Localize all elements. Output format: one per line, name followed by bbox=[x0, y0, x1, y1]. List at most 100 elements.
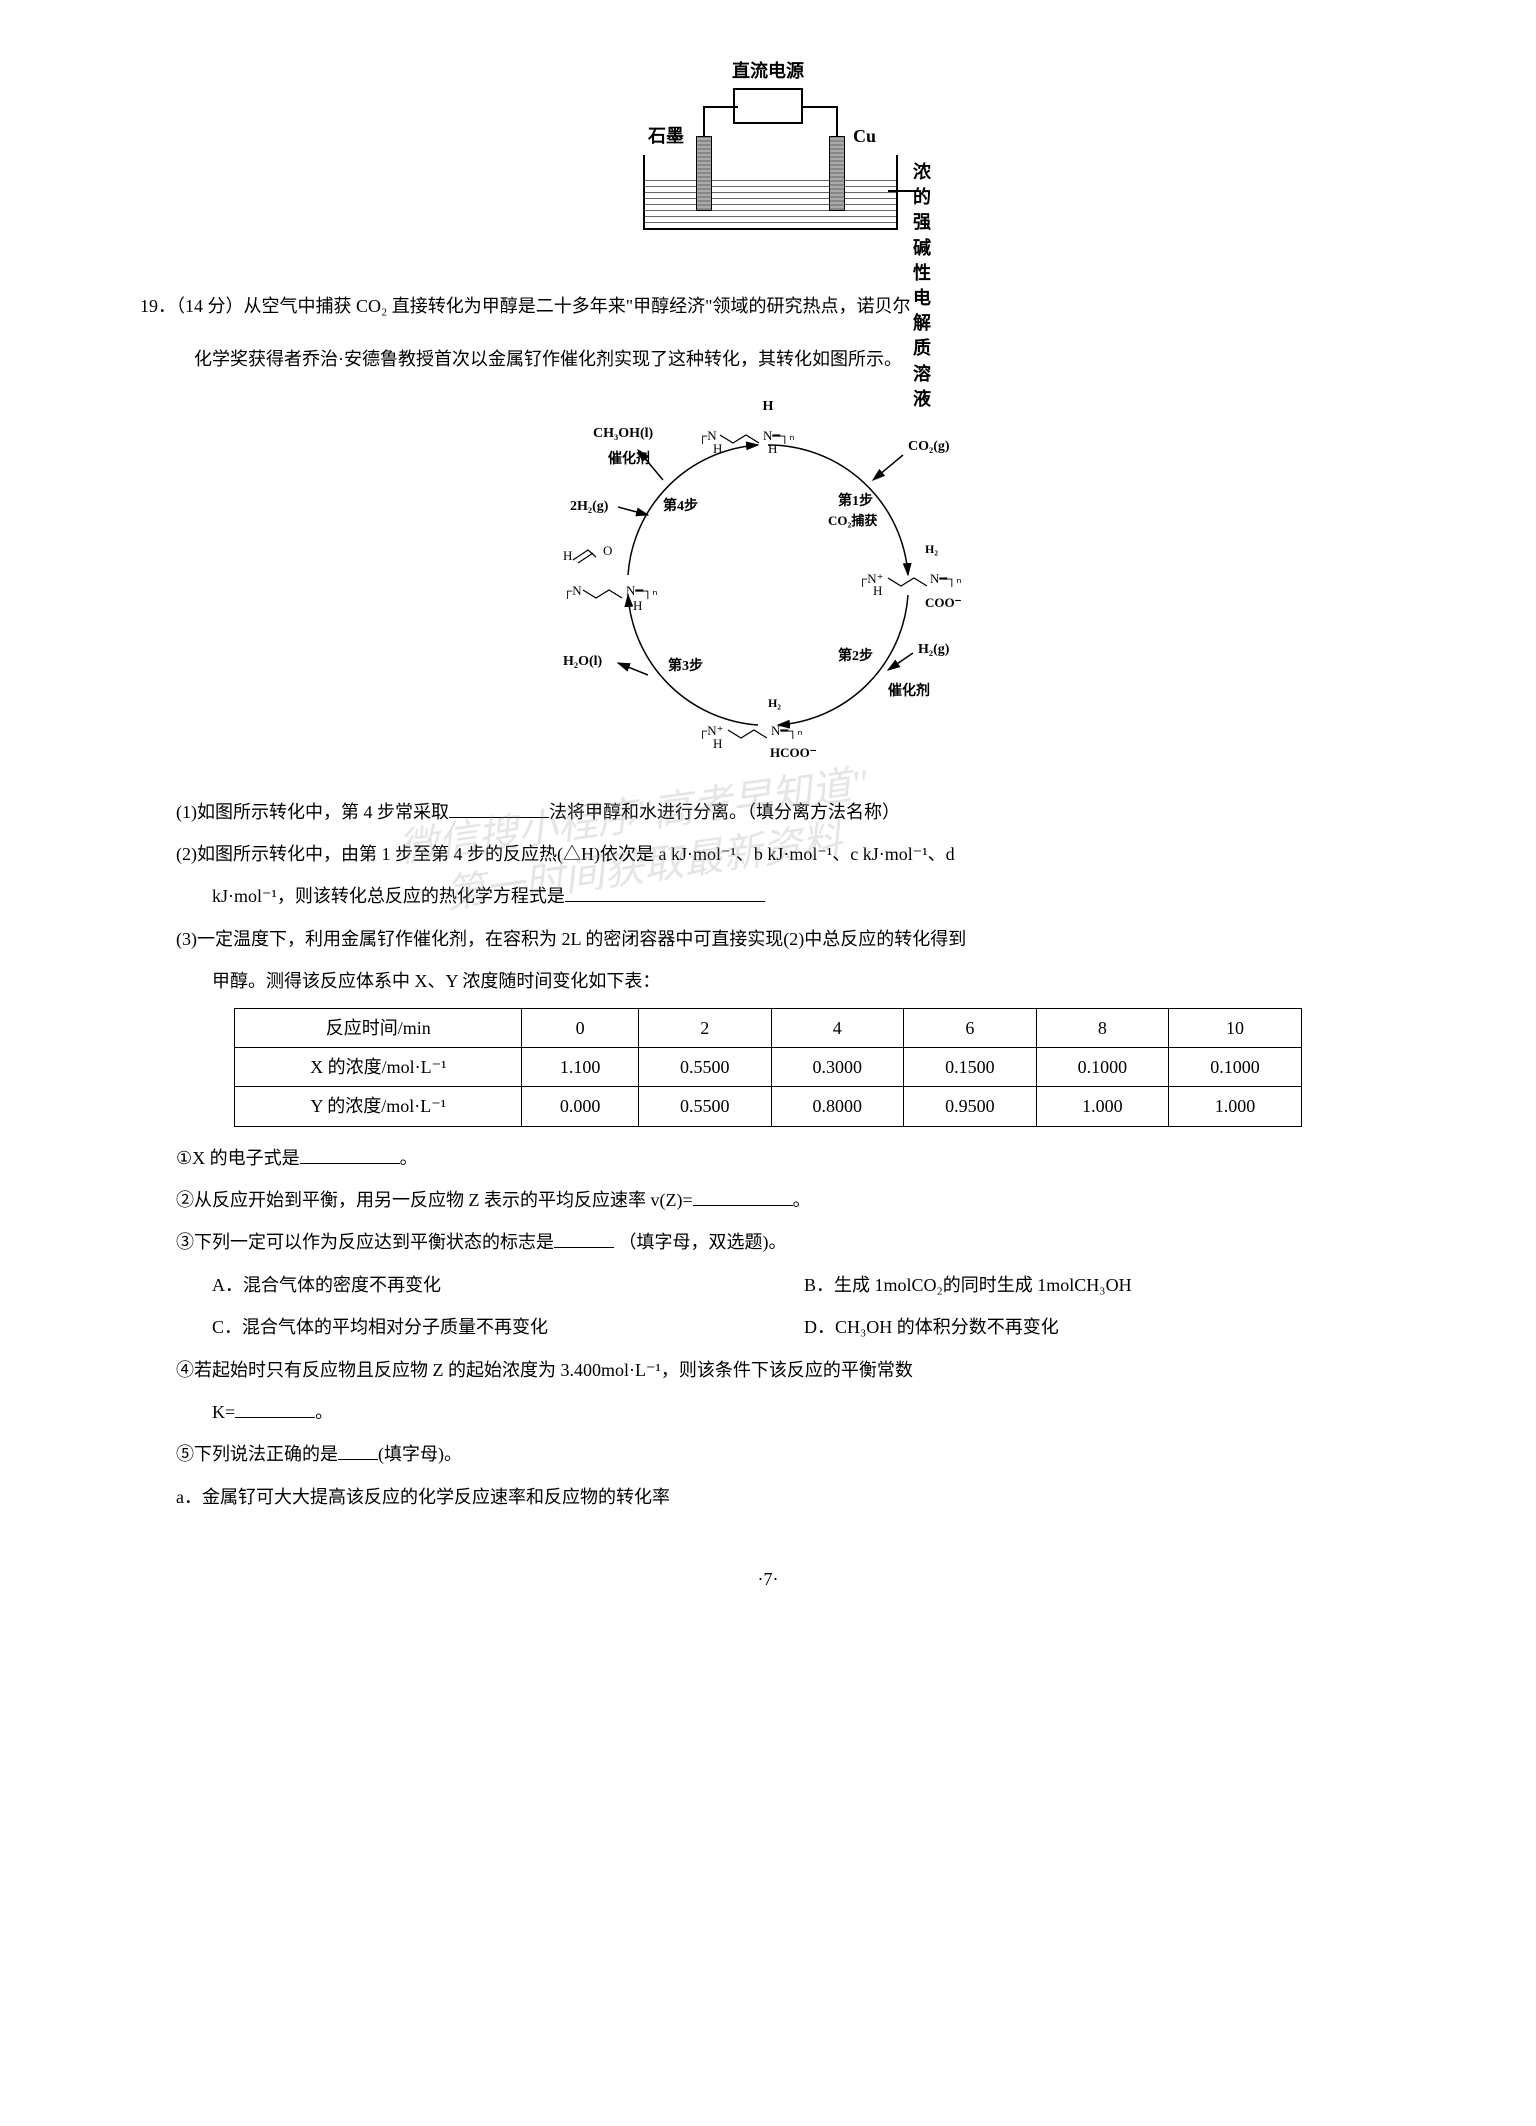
q5a-text: a．金属钌可大大提高该反应的化学反应速率和反应物的转化率 bbox=[176, 1487, 670, 1507]
ch3oh-label: CH₃OH(l) bbox=[593, 426, 654, 441]
sub2-text: (2)如图所示转化中，由第 1 步至第 4 步的反应热(△H)依次是 a kJ·… bbox=[176, 844, 955, 864]
svg-text:H: H bbox=[713, 441, 722, 456]
table-header-6: 10 bbox=[1169, 1008, 1302, 1047]
table-header-0: 反应时间/min bbox=[235, 1008, 522, 1047]
row1-label: X 的浓度/mol·L⁻¹ bbox=[235, 1047, 522, 1086]
question-3-4: ④若起始时只有反应物且反应物 Z 的起始浓度为 3.400mol·L⁻¹，则该条… bbox=[140, 1354, 1396, 1386]
row1-2: 0.3000 bbox=[771, 1047, 904, 1086]
sub-question-2-line2: kJ·mol⁻¹，则该转化总反应的热化学方程式是 bbox=[140, 880, 1396, 912]
step3-label: 第3步 bbox=[668, 657, 703, 674]
svg-text:O: O bbox=[603, 543, 612, 558]
power-source-label: 直流电源 bbox=[732, 55, 804, 87]
sub2-line2: kJ·mol⁻¹，则该转化总反应的热化学方程式是 bbox=[212, 886, 565, 906]
svg-text:H₂: H₂ bbox=[768, 696, 781, 710]
catalyst-label-2: 催化剂 bbox=[888, 682, 930, 699]
solution-label: 浓的强碱性 电解质溶液 bbox=[913, 160, 948, 412]
blank-1 bbox=[449, 800, 549, 818]
svg-text:H: H bbox=[563, 548, 572, 563]
q1-end: 。 bbox=[400, 1148, 418, 1168]
intro-line2-container: 化学奖获得者乔治·安德鲁教授首次以金属钌作催化剂实现了这种转化，其转化如图所示。 bbox=[140, 343, 1396, 375]
blank-2 bbox=[565, 884, 765, 902]
sub1-end: 法将甲醇和水进行分离。（填分离方法名称） bbox=[549, 802, 900, 822]
electrolyte-liquid bbox=[645, 175, 896, 228]
row1-1: 0.5500 bbox=[638, 1047, 771, 1086]
sub-question-1: (1)如图所示转化中，第 4 步常采取 法将甲醇和水进行分离。（填分离方法名称） bbox=[176, 796, 1396, 828]
table-row-y: Y 的浓度/mol·L⁻¹ 0.000 0.5500 0.8000 0.9500… bbox=[235, 1087, 1302, 1126]
q3-end: （填字母，双选题)。 bbox=[619, 1232, 787, 1252]
step2-label: 第2步 bbox=[838, 647, 873, 664]
wire-down-right bbox=[836, 106, 838, 136]
q2-text: ②从反应开始到平衡，用另一反应物 Z 表示的平均反应速率 v(Z)= bbox=[176, 1190, 693, 1210]
sub-question-3: (3)一定温度下，利用金属钌作催化剂，在容积为 2L 的密闭容器中可直接实现(2… bbox=[176, 923, 1396, 955]
row1-5: 0.1000 bbox=[1169, 1047, 1302, 1086]
table-header-5: 8 bbox=[1036, 1008, 1169, 1047]
question-3-4-line2: K= 。 bbox=[140, 1396, 1396, 1428]
options-row-2: C．混合气体的平均相对分子质量不再变化 D．CH₃OH 的体积分数不再变化 bbox=[140, 1311, 1396, 1343]
q4-line2: K= bbox=[212, 1402, 235, 1422]
blank-q1 bbox=[300, 1146, 400, 1164]
row1-4: 0.1000 bbox=[1036, 1047, 1169, 1086]
question-3-2: ②从反应开始到平衡，用另一反应物 Z 表示的平均反应速率 v(Z)= 。 bbox=[140, 1184, 1396, 1216]
svg-text:COO⁻: COO⁻ bbox=[925, 595, 962, 610]
svg-text:H: H bbox=[768, 441, 777, 456]
graphite-electrode bbox=[696, 136, 712, 211]
row2-4: 1.000 bbox=[1036, 1087, 1169, 1126]
svg-text:H: H bbox=[713, 736, 722, 751]
q2-end: 。 bbox=[793, 1190, 811, 1210]
h2g-label: H₂(g) bbox=[918, 642, 950, 657]
question-19-intro: 19．（14 分）从空气中捕获 CO₂ 直接转化为甲醇是二十多年来"甲醇经济"领… bbox=[140, 290, 1396, 322]
svg-text:┌N: ┌N bbox=[563, 583, 582, 600]
question-3-1: ①X 的电子式是 。 bbox=[140, 1142, 1396, 1174]
sub-question-2: (2)如图所示转化中，由第 1 步至第 4 步的反应热(△H)依次是 a kJ·… bbox=[176, 838, 1396, 870]
row2-2: 0.8000 bbox=[771, 1087, 904, 1126]
table-header-3: 4 bbox=[771, 1008, 904, 1047]
option-b: B．生成 1molCO₂的同时生成 1molCH₃OH bbox=[804, 1269, 1396, 1301]
q4-end: 。 bbox=[315, 1402, 333, 1422]
row2-0: 0.000 bbox=[522, 1087, 639, 1126]
wire-left bbox=[703, 106, 738, 108]
q5-end: (填字母)。 bbox=[378, 1444, 462, 1464]
table-header-2: 2 bbox=[638, 1008, 771, 1047]
blank-q5 bbox=[338, 1442, 378, 1460]
sub3-line2: 甲醇。测得该反应体系中 X、Y 浓度随时间变化如下表： bbox=[212, 971, 660, 991]
blank-q2 bbox=[693, 1188, 793, 1206]
reaction-cycle-svg: H ┌N N━┐ₙ H H CO₂(g) CH₃OH(l) 催化剂 第1步 CO… bbox=[488, 395, 1048, 765]
co2-label: CO₂(g) bbox=[908, 439, 950, 454]
options-row-1: A．混合气体的密度不再变化 B．生成 1molCO₂的同时生成 1molCH₃O… bbox=[140, 1269, 1396, 1301]
row2-5: 1.000 bbox=[1169, 1087, 1302, 1126]
svg-text:N━┐ₙ: N━┐ₙ bbox=[930, 571, 962, 588]
q5-text: ⑤下列说法正确的是 bbox=[176, 1444, 338, 1464]
table-header-1: 0 bbox=[522, 1008, 639, 1047]
sub1-text: (1)如图所示转化中，第 4 步常采取 bbox=[176, 802, 449, 822]
q3-text: ③下列一定可以作为反应达到平衡状态的标志是 bbox=[176, 1232, 554, 1252]
wire-right bbox=[803, 106, 838, 108]
row2-3: 0.9500 bbox=[904, 1087, 1037, 1126]
catalyst-label-1: 催化剂 bbox=[608, 450, 650, 467]
row1-0: 1.100 bbox=[522, 1047, 639, 1086]
electrolysis-diagram-container: 直流电源 石墨 Cu 浓的强碱性 电解质溶液 bbox=[140, 60, 1396, 250]
row1-3: 0.1500 bbox=[904, 1047, 1037, 1086]
step1-label: 第1步 bbox=[838, 492, 873, 509]
page-number: ·7· bbox=[140, 1563, 1396, 1595]
concentration-table: 反应时间/min 0 2 4 6 8 10 X 的浓度/mol·L⁻¹ 1.10… bbox=[234, 1008, 1302, 1127]
sub3-text: (3)一定温度下，利用金属钌作催化剂，在容积为 2L 的密闭容器中可直接实现(2… bbox=[176, 929, 966, 949]
q4-text: ④若起始时只有反应物且反应物 Z 的起始浓度为 3.400mol·L⁻¹，则该条… bbox=[176, 1360, 913, 1380]
graphite-label: 石墨 bbox=[648, 120, 684, 152]
q1-text: ①X 的电子式是 bbox=[176, 1148, 300, 1168]
question-number: 19．（14 分） bbox=[140, 296, 244, 316]
intro-line2: 化学奖获得者乔治·安德鲁教授首次以金属钌作催化剂实现了这种转化，其转化如图所示。 bbox=[194, 349, 902, 369]
sub-question-3-line2: 甲醇。测得该反应体系中 X、Y 浓度随时间变化如下表： bbox=[140, 965, 1396, 997]
question-3-5a: a．金属钌可大大提高该反应的化学反应速率和反应物的转化率 bbox=[140, 1481, 1396, 1513]
cu-electrode bbox=[829, 136, 845, 211]
h2-2-label: 2H₂(g) bbox=[570, 499, 609, 514]
option-a: A．混合气体的密度不再变化 bbox=[212, 1269, 804, 1301]
cycle-diagram-container: H ┌N N━┐ₙ H H CO₂(g) CH₃OH(l) 催化剂 第1步 CO… bbox=[140, 395, 1396, 775]
option-c: C．混合气体的平均相对分子质量不再变化 bbox=[212, 1311, 804, 1343]
table-header-4: 6 bbox=[904, 1008, 1037, 1047]
question-3-5: ⑤下列说法正确的是 (填字母)。 bbox=[140, 1438, 1396, 1470]
blank-q4 bbox=[235, 1400, 315, 1418]
blank-q3 bbox=[554, 1230, 614, 1248]
table-header-row: 反应时间/min 0 2 4 6 8 10 bbox=[235, 1008, 1302, 1047]
svg-text:N━┐ₙ: N━┐ₙ bbox=[771, 723, 803, 740]
question-3-3: ③下列一定可以作为反应达到平衡状态的标志是 （填字母，双选题)。 bbox=[140, 1226, 1396, 1258]
